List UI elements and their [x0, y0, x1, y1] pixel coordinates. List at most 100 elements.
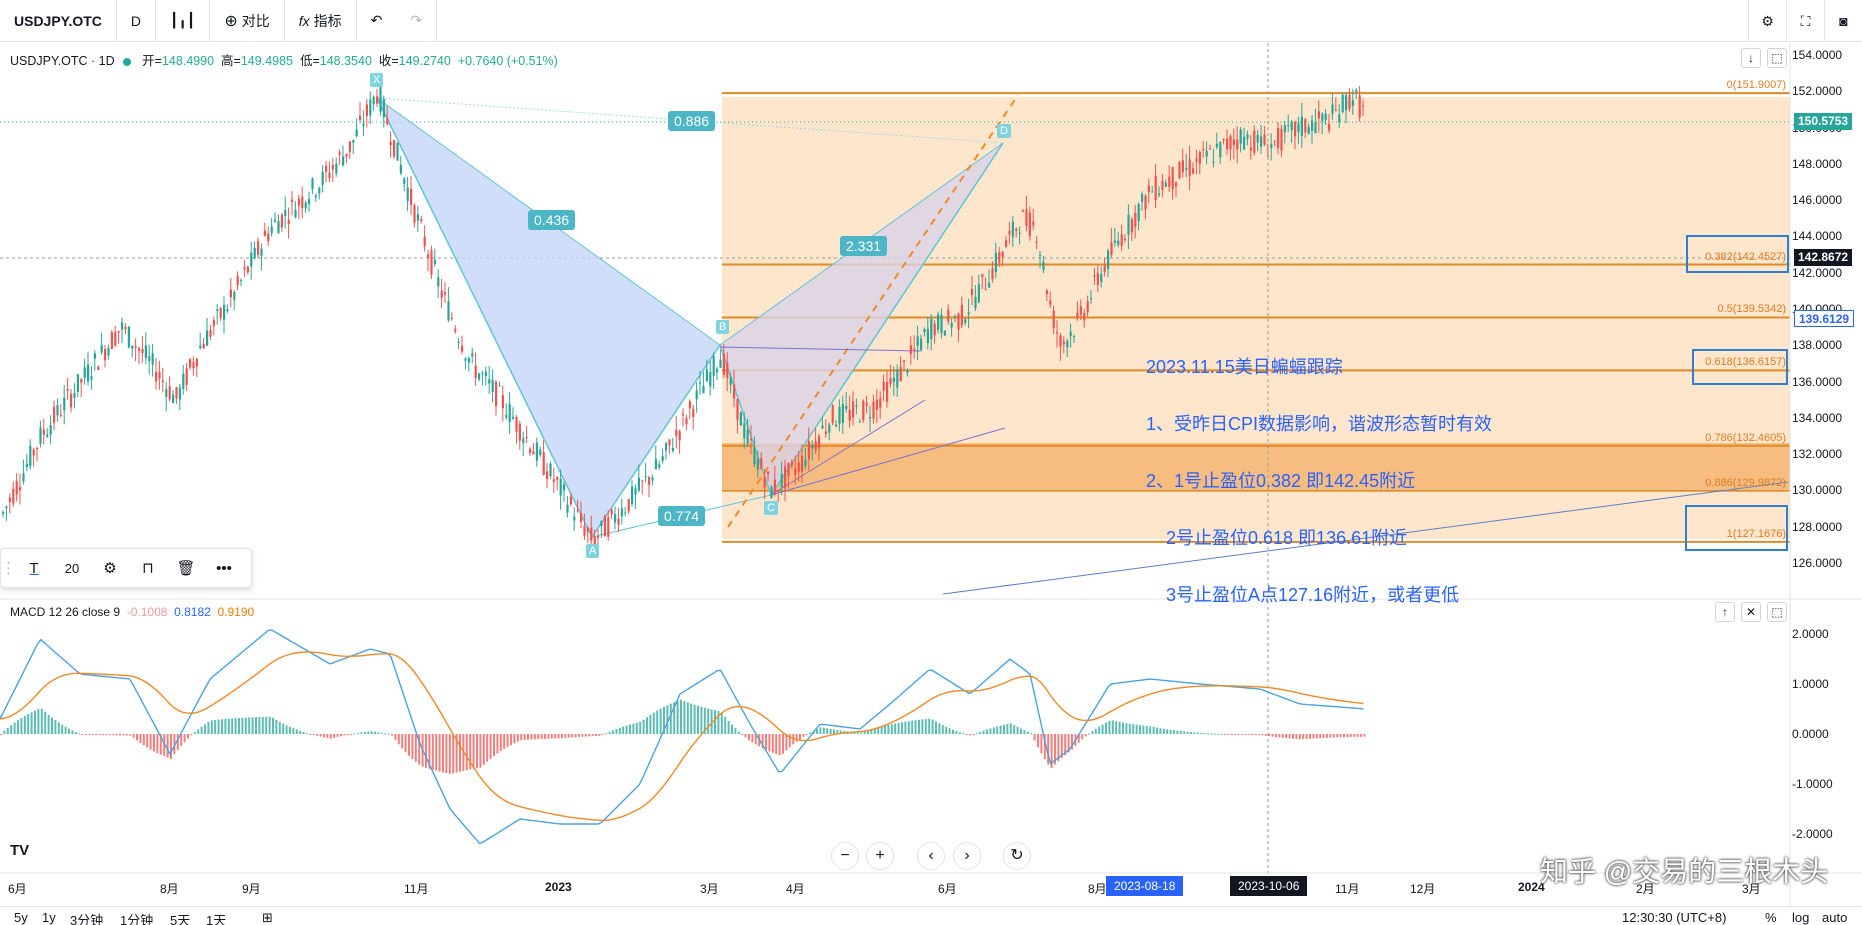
- macd-bar: [125, 734, 128, 736]
- candle-body: [559, 478, 562, 496]
- range-1d[interactable]: 1天: [206, 913, 227, 925]
- macd-bar: [1312, 734, 1315, 739]
- candle-body: [437, 277, 440, 287]
- macd-bar: [326, 734, 329, 738]
- macd-bar: [768, 734, 771, 752]
- candle-body: [117, 330, 120, 333]
- candle-body: [236, 276, 239, 286]
- candle-body: [627, 499, 630, 512]
- macd-bar: [1057, 734, 1060, 762]
- macd-bar: [1013, 725, 1016, 734]
- zoom-in-button[interactable]: +: [866, 842, 894, 870]
- indicators-button[interactable]: fx 指标: [285, 0, 357, 42]
- drag-handle-icon[interactable]: ⋮: [1, 560, 16, 577]
- range-3m[interactable]: 3分钟: [70, 913, 104, 925]
- candle-body: [376, 96, 379, 104]
- macd-bar: [863, 731, 866, 734]
- candle-body: [869, 417, 872, 419]
- font-size-button[interactable]: 20: [64, 560, 80, 576]
- candle-body: [733, 384, 736, 399]
- macd-bar: [1353, 734, 1356, 737]
- macd-bar: [754, 734, 757, 745]
- range-1y[interactable]: 1y: [42, 910, 56, 925]
- macd-bar: [493, 734, 495, 757]
- delete-button[interactable]: 🗑: [167, 559, 205, 577]
- macd-bar: [554, 734, 557, 739]
- candle-body: [1011, 221, 1014, 237]
- candle-body: [97, 366, 100, 370]
- macd-bar: [809, 732, 812, 734]
- candle-body: [219, 307, 222, 318]
- macd-value: 0.8182: [174, 605, 211, 619]
- chart-style-button[interactable]: ┃╻┃: [156, 0, 211, 42]
- candle-body: [865, 402, 868, 406]
- candle-body: [1124, 239, 1127, 241]
- compare-button[interactable]: ⊕ 对比: [210, 0, 285, 42]
- macd-title[interactable]: MACD 12 26 close 9: [10, 605, 121, 619]
- date-range-icon[interactable]: ⊞: [262, 910, 273, 925]
- macd-bar: [822, 727, 825, 734]
- zoom-out-button[interactable]: −: [831, 842, 859, 870]
- legend-symbol[interactable]: USDJPY.OTC · 1D: [10, 54, 115, 68]
- macd-close-button[interactable]: ✕: [1741, 602, 1761, 622]
- undo-button[interactable]: ↶: [357, 0, 397, 42]
- redo-button[interactable]: ↷: [396, 0, 438, 42]
- macd-bar: [816, 728, 818, 734]
- main-pane-maximize-button[interactable]: ⬚: [1767, 48, 1787, 68]
- candle-body: [1171, 167, 1174, 190]
- candle-body: [1232, 139, 1235, 145]
- snapshot-button[interactable]: ◙: [1824, 0, 1862, 42]
- candle-body: [393, 140, 396, 157]
- macd-bar: [44, 711, 47, 734]
- candle-body: [308, 199, 311, 205]
- log-toggle[interactable]: log: [1792, 910, 1810, 925]
- range-5d[interactable]: 5天: [170, 913, 191, 925]
- text-annotation[interactable]: 2023.11.15美日蝙蝠跟踪 1、受昨日CPI数据影响，谐波形态暂时有效 2…: [1146, 320, 1492, 624]
- candle-body: [692, 408, 695, 418]
- macd-bar: [149, 734, 152, 750]
- text-color-button[interactable]: T: [15, 560, 53, 577]
- price-axis-label: 148.0000: [1792, 156, 1843, 171]
- clock[interactable]: 12:30:30 (UTC+8): [1622, 910, 1727, 925]
- auto-toggle[interactable]: auto: [1822, 910, 1848, 925]
- settings-button[interactable]: ⚙: [1748, 0, 1786, 42]
- scroll-left-button[interactable]: ‹: [917, 842, 945, 870]
- macd-bar: [329, 734, 332, 739]
- price-chart[interactable]: [0, 43, 1862, 925]
- point-a-label: A: [586, 544, 600, 558]
- candle-body: [297, 198, 300, 206]
- range-1m[interactable]: 1分钟: [120, 913, 154, 925]
- macd-bar: [1339, 734, 1342, 738]
- candle-body: [182, 373, 185, 389]
- bottom-bar: 5y 1y 3分钟 1分钟 5天 1天 ⊞ 12:30:30 (UTC+8) %…: [0, 906, 1862, 925]
- fullscreen-button[interactable]: ⛶: [1786, 0, 1824, 42]
- lock-button[interactable]: ⊓: [129, 559, 167, 577]
- time-axis-label: 2024: [1518, 880, 1545, 894]
- candle-body: [70, 393, 73, 408]
- main-pane-down-button[interactable]: ↓: [1741, 48, 1761, 68]
- percent-toggle[interactable]: %: [1765, 910, 1777, 925]
- reset-chart-button[interactable]: ↻: [1003, 842, 1031, 870]
- candle-body: [539, 449, 542, 455]
- interval-button[interactable]: D: [117, 0, 157, 42]
- annotation-line-5: 3号止盈位A点127.16附近，或者更低: [1146, 585, 1460, 605]
- candle-body: [1134, 212, 1137, 227]
- more-button[interactable]: •••: [205, 560, 243, 577]
- range-5y[interactable]: 5y: [14, 910, 28, 925]
- gear-icon: ⚙: [103, 560, 117, 577]
- time-axis-label: 3月: [700, 882, 719, 896]
- macd-up-button[interactable]: ↑: [1715, 602, 1735, 622]
- scroll-right-button[interactable]: ›: [953, 842, 981, 870]
- candle-body: [369, 99, 372, 116]
- candle-body: [977, 284, 980, 302]
- macd-bar: [187, 734, 189, 739]
- candle-body: [19, 487, 22, 491]
- macd-bar: [707, 708, 710, 734]
- crosshair-price-tag: 142.8672: [1794, 249, 1853, 266]
- drawing-settings-button[interactable]: ⚙: [91, 559, 129, 577]
- candle-body: [892, 377, 895, 383]
- candle-body: [223, 304, 226, 320]
- macd-maximize-button[interactable]: ⬚: [1767, 602, 1787, 622]
- candle-body: [202, 343, 205, 349]
- symbol-search-button[interactable]: USDJPY.OTC: [0, 0, 117, 42]
